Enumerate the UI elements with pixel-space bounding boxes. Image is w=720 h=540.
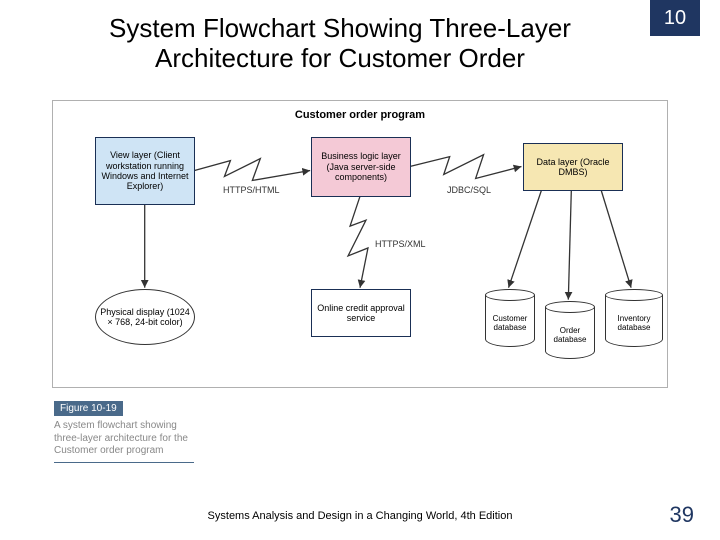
figure-caption-text: A system flowchart showing three-layer a…: [54, 420, 194, 463]
cyl-label: Inventory database: [605, 295, 663, 347]
node-inventory-db: Inventory database: [605, 289, 663, 347]
edge-label-https-xml: HTTPS/XML: [375, 239, 426, 249]
edge-label-https-html: HTTPS/HTML: [223, 185, 280, 195]
figure-caption: Figure 10-19 A system flowchart showing …: [54, 398, 194, 463]
chapter-badge: 10: [650, 0, 700, 36]
figure-label: Figure 10-19: [54, 401, 123, 416]
node-order-db: Order database: [545, 301, 595, 359]
flowchart-diagram: Customer order program View layer (Clien…: [52, 100, 668, 388]
cyl-label: Order database: [545, 307, 595, 359]
node-business-logic: Business logic layer (Java server-side c…: [311, 137, 411, 197]
cyl-label: Customer database: [485, 295, 535, 347]
node-view-layer: View layer (Client workstation running W…: [95, 137, 195, 205]
footer-text: Systems Analysis and Design in a Changin…: [0, 510, 720, 522]
edge-label-jdbc-sql: JDBC/SQL: [447, 185, 491, 195]
node-data-layer: Data layer (Oracle DMBS): [523, 143, 623, 191]
node-customer-db: Customer database: [485, 289, 535, 347]
node-online-credit: Online credit approval service: [311, 289, 411, 337]
node-physical-display: Physical display (1024 × 768, 24-bit col…: [95, 289, 195, 345]
page-title: System Flowchart Showing Three-Layer Arc…: [60, 14, 620, 74]
